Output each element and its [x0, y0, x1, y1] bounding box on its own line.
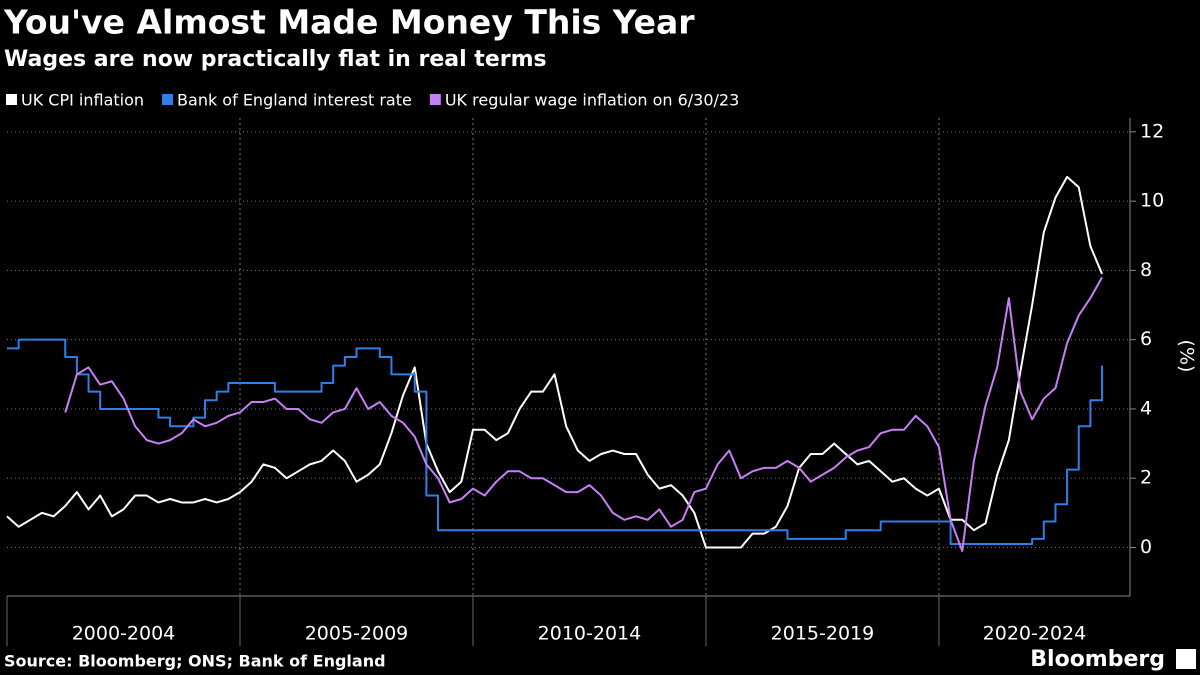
legend-swatch	[6, 94, 17, 105]
legend-swatch	[429, 94, 441, 105]
x-period-label: 2020-2024	[983, 623, 1087, 645]
legend-swatch	[162, 94, 174, 105]
y-axis-label: (%)	[1176, 340, 1198, 373]
source: Source: Bloomberg; ONS; Bank of England	[4, 652, 386, 671]
chart-title: You've Almost Made Money This Year	[3, 3, 695, 42]
brand-icon	[1176, 649, 1196, 669]
series-line	[7, 338, 1104, 546]
series-line	[64, 276, 1103, 552]
chart-subtitle: Wages are now practically flat in real t…	[4, 47, 547, 72]
y-tick-label: 8	[1140, 259, 1152, 281]
y-tick-label: 4	[1140, 397, 1152, 419]
x-period-label: 2010-2014	[538, 623, 642, 645]
y-tick-label: 12	[1140, 120, 1164, 142]
legend-label: UK regular wage inflation on 6/30/23	[445, 91, 739, 110]
y-tick-label: 10	[1140, 190, 1164, 212]
brand: Bloomberg	[1030, 647, 1165, 672]
x-period-label: 2015-2019	[771, 623, 875, 645]
y-tick-label: 6	[1140, 328, 1152, 350]
series-line	[6, 175, 1103, 549]
y-tick-label: 2	[1140, 467, 1152, 489]
x-period-label: 2000-2004	[72, 623, 176, 645]
y-tick-label: 0	[1140, 536, 1152, 558]
x-period-label: 2005-2009	[305, 623, 409, 645]
legend-label: UK CPI inflation	[21, 91, 144, 110]
legend-label: Bank of England interest rate	[177, 91, 412, 110]
